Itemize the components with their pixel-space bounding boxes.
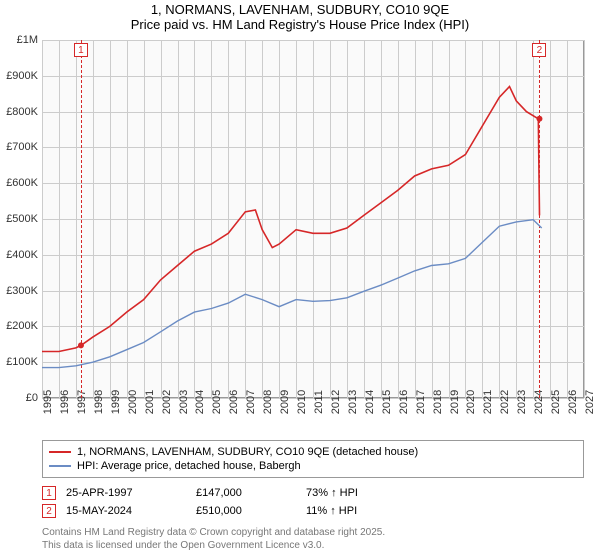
sales-table: 1 25-APR-1997 £147,000 73% ↑ HPI 2 15-MAY-202… [42, 484, 584, 520]
sale-diff: 11% ↑ HPI [306, 505, 406, 517]
y-tick-label: £300K [6, 285, 38, 297]
legend-row: 1, NORMANS, LAVENHAM, SUDBURY, CO10 9QE … [49, 445, 577, 459]
sale-date: 15-MAY-2024 [66, 505, 186, 517]
chart-container: 1, NORMANS, LAVENHAM, SUDBURY, CO10 9QE … [0, 0, 600, 560]
series-line [42, 220, 542, 368]
sale-price: £147,000 [196, 487, 296, 499]
legend-area: 1, NORMANS, LAVENHAM, SUDBURY, CO10 9QE … [42, 440, 584, 552]
sale-marker: 1 [42, 486, 56, 500]
sale-point [78, 342, 84, 348]
y-tick-label: £900K [6, 70, 38, 82]
footer-line-1: Contains HM Land Registry data © Crown c… [42, 526, 584, 539]
legend-swatch [49, 451, 71, 453]
legend-row: HPI: Average price, detached house, Babe… [49, 459, 577, 473]
y-tick-label: £800K [6, 106, 38, 118]
sale-row: 1 25-APR-1997 £147,000 73% ↑ HPI [42, 484, 584, 502]
x-tick-label: 2027 [584, 390, 596, 414]
y-tick-label: £1M [17, 34, 38, 46]
y-tick-label: £600K [6, 177, 38, 189]
legend-label: HPI: Average price, detached house, Babe… [77, 460, 301, 472]
sale-price: £510,000 [196, 505, 296, 517]
y-tick-label: £200K [6, 320, 38, 332]
sale-point [536, 116, 542, 122]
legend-swatch [49, 465, 71, 467]
legend-label: 1, NORMANS, LAVENHAM, SUDBURY, CO10 9QE … [77, 446, 418, 458]
sale-marker: 2 [42, 504, 56, 518]
footer: Contains HM Land Registry data © Crown c… [42, 526, 584, 552]
sale-date: 25-APR-1997 [66, 487, 186, 499]
sale-diff: 73% ↑ HPI [306, 487, 406, 499]
footer-line-2: This data is licensed under the Open Gov… [42, 539, 584, 552]
y-tick-label: £100K [6, 356, 38, 368]
y-tick-label: £700K [6, 141, 38, 153]
title-block: 1, NORMANS, LAVENHAM, SUDBURY, CO10 9QE … [0, 0, 600, 32]
series-line [42, 87, 540, 352]
chart-area: £0£100K£200K£300K£400K£500K£600K£700K£80… [42, 40, 584, 398]
legend-box: 1, NORMANS, LAVENHAM, SUDBURY, CO10 9QE … [42, 440, 584, 478]
y-tick-label: £0 [26, 392, 38, 404]
sale-row: 2 15-MAY-2024 £510,000 11% ↑ HPI [42, 502, 584, 520]
title-line-1: 1, NORMANS, LAVENHAM, SUDBURY, CO10 9QE [0, 2, 600, 17]
y-tick-label: £500K [6, 213, 38, 225]
y-tick-label: £400K [6, 249, 38, 261]
line-series [42, 40, 584, 398]
title-line-2: Price paid vs. HM Land Registry's House … [0, 17, 600, 32]
